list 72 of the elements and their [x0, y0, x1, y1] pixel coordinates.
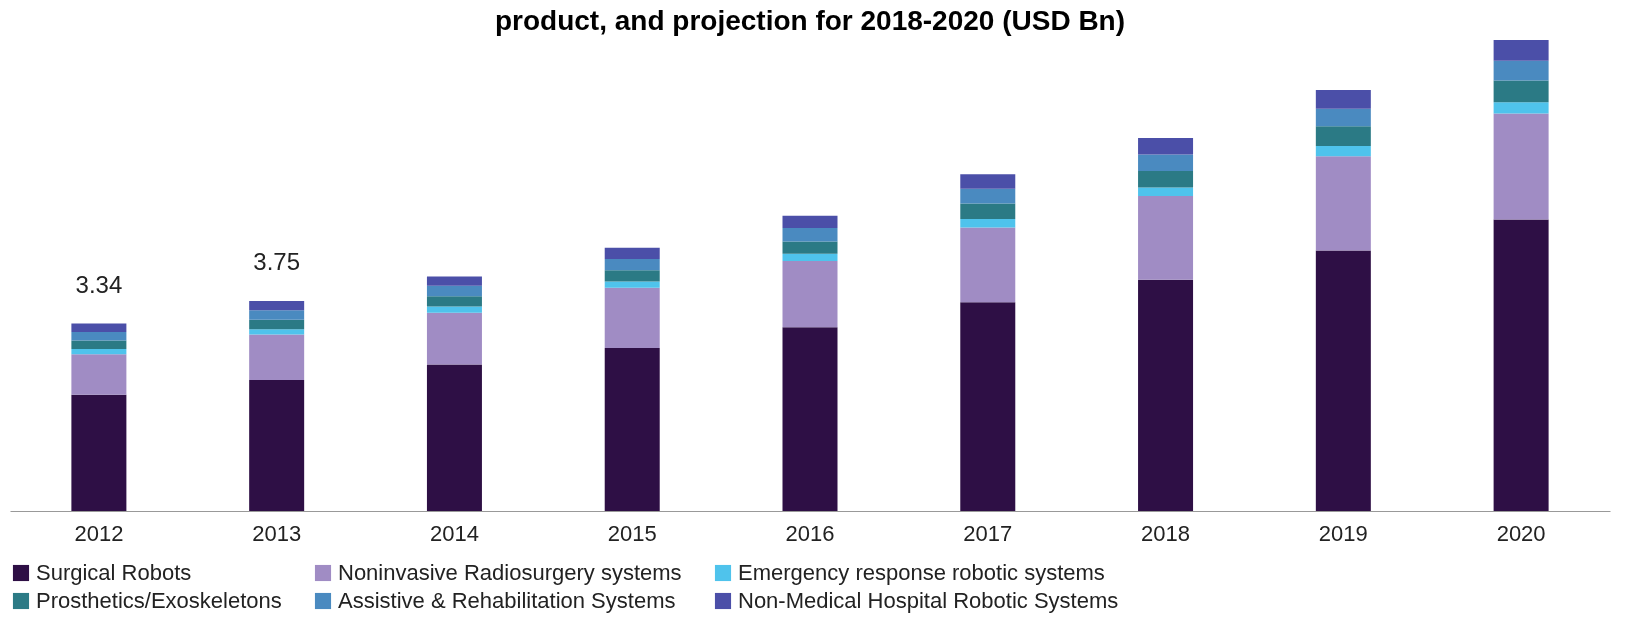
- bar: [604, 348, 660, 511]
- bar: [1138, 187, 1194, 196]
- bar: [1493, 60, 1549, 81]
- bar: [782, 327, 838, 511]
- bar: [604, 247, 660, 260]
- bar: [249, 300, 305, 311]
- legend-label: Noninvasive Radiosurgery systems: [338, 560, 682, 585]
- bar: [71, 394, 127, 511]
- chart-title: product, and projection for 2018-2020 (USD Bn): [494, 5, 1126, 36]
- bar: [960, 188, 1016, 204]
- bar: [249, 310, 305, 320]
- bar: [1138, 170, 1194, 188]
- bar: [1315, 108, 1371, 127]
- bar: [782, 260, 838, 328]
- bar: [426, 285, 482, 297]
- x-tick-label: 2020: [1496, 520, 1546, 546]
- legend-label: Assistive & Rehabilitation Systems: [338, 588, 676, 613]
- bar: [1138, 154, 1194, 171]
- bar: [1493, 80, 1549, 103]
- legend-label: Surgical Robots: [36, 560, 192, 585]
- bar: [604, 281, 660, 288]
- bar: [960, 203, 1016, 219]
- bar: [1315, 145, 1371, 157]
- bar: [960, 227, 1016, 303]
- annotation: 3.34: [75, 270, 123, 298]
- x-tick-label: 2018: [1141, 520, 1191, 546]
- bar: [71, 323, 127, 333]
- bar: [1493, 40, 1549, 61]
- bar: [782, 215, 838, 228]
- legend-label: Emergency response robotic systems: [738, 560, 1105, 585]
- x-tick-label: 2013: [252, 520, 302, 546]
- x-tick-label: 2019: [1318, 520, 1368, 546]
- bar: [604, 270, 660, 282]
- bar: [71, 332, 127, 341]
- bar: [1493, 113, 1549, 220]
- bar: [1315, 126, 1371, 146]
- bar: [71, 340, 127, 349]
- bar: [426, 276, 482, 286]
- bar: [782, 253, 838, 261]
- bar: [1138, 279, 1194, 511]
- bar: [1138, 137, 1194, 155]
- bar: [249, 329, 305, 335]
- bar: [249, 319, 305, 330]
- x-tick-label: 2015: [607, 520, 657, 546]
- bar: [1315, 89, 1371, 109]
- x-tick-label: 2014: [429, 520, 479, 546]
- bar: [71, 348, 127, 355]
- legend-label: Non-Medical Hospital Robotic Systems: [738, 588, 1119, 613]
- x-tick-label: 2017: [963, 520, 1013, 546]
- bar: [604, 287, 660, 349]
- bar: [426, 296, 482, 307]
- bar: [960, 302, 1016, 511]
- annotation: 3.75: [253, 247, 301, 275]
- bar: [249, 380, 305, 511]
- bar: [426, 312, 482, 365]
- x-tick-label: 2016: [785, 520, 835, 546]
- bar: [1315, 250, 1371, 511]
- bar: [604, 259, 660, 271]
- bar: [249, 334, 305, 381]
- bar: [1315, 156, 1371, 251]
- legend-label: Prosthetics/Exoskeletons: [36, 588, 282, 613]
- x-tick-label: 2012: [74, 520, 124, 546]
- bar: [426, 364, 482, 511]
- bar: [1493, 219, 1549, 511]
- bar: [782, 241, 838, 254]
- bar: [1138, 195, 1194, 280]
- bar: [426, 306, 482, 313]
- bar: [71, 354, 127, 395]
- bar: [960, 174, 1016, 189]
- bar: [782, 227, 838, 242]
- bar: [1493, 102, 1549, 114]
- bar: [960, 218, 1016, 228]
